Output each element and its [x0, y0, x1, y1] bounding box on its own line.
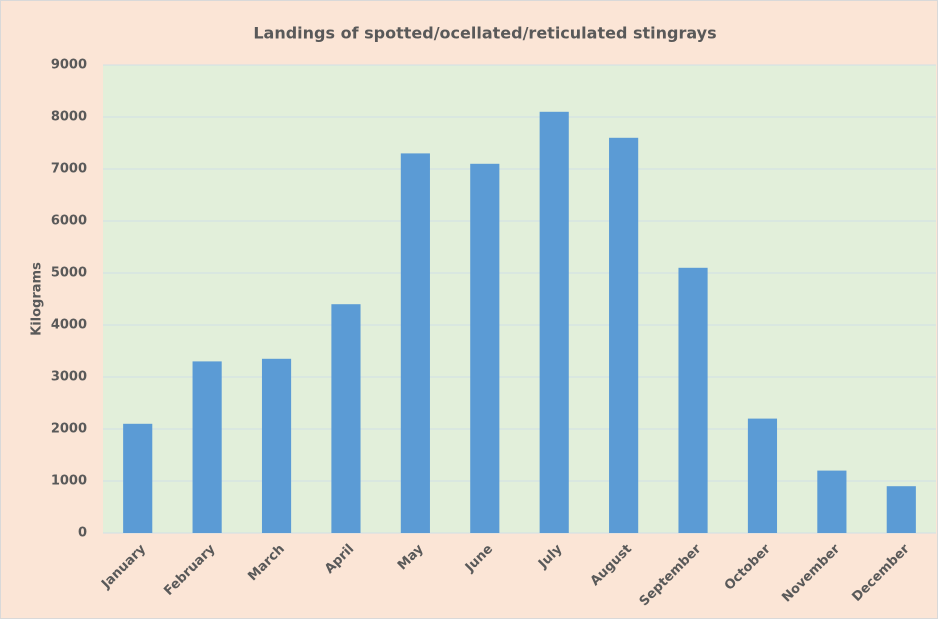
y-tick-label: 4000 — [51, 318, 87, 333]
y-tick-label: 9000 — [51, 58, 87, 73]
y-tick-label: 7000 — [51, 162, 87, 177]
chart-title: Landings of spotted/ocellated/reticulate… — [253, 24, 716, 43]
y-tick-label: 3000 — [51, 370, 87, 385]
bar — [192, 361, 222, 533]
y-tick-label: 6000 — [51, 214, 87, 229]
bar — [261, 358, 292, 533]
y-tick-label: 8000 — [51, 110, 87, 125]
bar — [400, 153, 430, 533]
plot-area — [103, 65, 936, 533]
bar — [747, 418, 778, 533]
bar — [678, 267, 708, 533]
y-tick-label: 1000 — [51, 474, 87, 489]
bar — [539, 111, 569, 534]
y-axis-label: Kilograms — [30, 262, 45, 336]
bar — [470, 163, 500, 534]
bar — [331, 304, 361, 533]
bar — [123, 423, 153, 533]
bar — [817, 470, 847, 533]
bar — [886, 486, 916, 533]
y-tick-label: 2000 — [51, 422, 87, 437]
y-tick-label: 0 — [78, 526, 87, 541]
y-tick-label: 5000 — [51, 266, 87, 281]
bar — [609, 137, 639, 534]
